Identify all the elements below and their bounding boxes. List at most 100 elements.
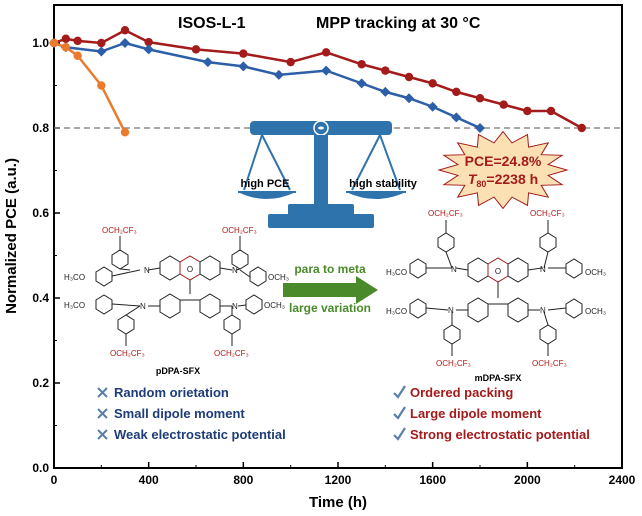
series-1-point [73, 36, 82, 46]
right-n-4: N [540, 306, 546, 315]
list-item-text: Strong electrostatic potential [410, 427, 590, 442]
series-2-point [356, 78, 367, 89]
series-3-point [97, 81, 106, 90]
left-sub-2: OCH₂CF₃ [222, 226, 257, 235]
right-o: O [495, 267, 501, 276]
series-1-point [499, 100, 508, 109]
list-item-text: Large dipole moment [410, 406, 542, 421]
list-item-text: Small dipole moment [114, 406, 245, 421]
chart-title-right: MPP tracking at 30 °C [316, 15, 481, 32]
series-2-point [143, 44, 154, 55]
list-item-text: Random orietation [114, 385, 229, 400]
series-2-point [238, 61, 249, 72]
x-tick-label: 0 [51, 473, 58, 487]
cross-icon [97, 429, 108, 440]
balance-scale-icon [238, 120, 406, 228]
cross-icon [97, 387, 108, 398]
badge-line-pce: PCE=24.8% [465, 153, 542, 169]
right-methoxy-1: H₃CO [386, 268, 407, 277]
left-sub-4: OCH₂CF₃ [214, 349, 249, 358]
series-2-point [475, 123, 485, 133]
right-molecule-name: mDPA-SFX [475, 373, 522, 383]
check-icon [393, 406, 406, 420]
right-sub-4: OCH₂CF₃ [532, 359, 567, 368]
left-sub-3: OCH₂CF₃ [110, 349, 145, 358]
series-1-point [120, 26, 130, 35]
series-1-point [381, 66, 390, 75]
y-tick-label: 1.0 [32, 36, 49, 50]
series-1-point [404, 72, 414, 82]
series-1-point [357, 60, 366, 69]
x-tick-label: 2000 [514, 473, 541, 487]
x-axis-ticks: 0 400 800 1200 1600 2000 2400 [51, 462, 636, 487]
series-2-point [202, 57, 213, 68]
y-tick-label: 0.6 [32, 206, 49, 220]
series-1-point [452, 87, 461, 97]
left-n-2: N [232, 266, 238, 275]
check-icon [393, 427, 406, 441]
series-1-point [61, 34, 71, 43]
right-property-list: Ordered packing Large dipole moment Strong… [393, 385, 590, 442]
series-2-point [380, 86, 391, 97]
arrow-label-bottom: large variation [289, 301, 371, 315]
series-2-point [273, 69, 284, 80]
cross-icon [97, 408, 108, 419]
series-1-point [577, 123, 586, 133]
x-tick-label: 1200 [325, 473, 352, 487]
y-tick-label: 0.4 [32, 291, 49, 305]
series-1-point [239, 49, 248, 58]
y-axis-ticks: 0.0 0.2 0.4 0.6 0.8 1.0 [32, 36, 60, 475]
series-2-point [321, 65, 332, 76]
series-1-point [523, 106, 532, 116]
series-line-3 [53, 41, 127, 133]
series-3-point [49, 38, 59, 48]
right-sub-2: OCH₂CF₃ [530, 209, 565, 218]
para-to-meta-arrow [283, 276, 378, 304]
right-n-1: N [451, 265, 457, 274]
series-1-point [97, 38, 106, 48]
scale-label-left: high PCE [241, 178, 290, 190]
performance-badge-burst [437, 130, 569, 210]
left-methoxy-1: H₃CO [64, 273, 85, 282]
y-axis-label: Normalized PCE (a.u.) [3, 158, 20, 314]
right-n-3: N [448, 306, 454, 315]
x-tick-label: 1600 [419, 473, 446, 487]
left-sub-1: OCH₂CF₃ [102, 226, 137, 235]
series-2-point [120, 38, 130, 48]
badge-line-t80: T80=2238 h [468, 171, 538, 189]
series-layer [49, 26, 586, 137]
series-3-point [73, 51, 82, 60]
y-tick-label: 0.0 [32, 461, 49, 475]
y-tick-label: 0.2 [32, 376, 49, 390]
list-item-text: Weak electrostatic potential [114, 427, 286, 442]
left-molecule-name: pDPA-SFX [156, 366, 200, 376]
left-property-list: Random orietation Small dipole moment Weak… [97, 385, 286, 442]
right-methoxy-3: OCH₃ [585, 268, 606, 277]
y-tick-label: 0.8 [32, 121, 49, 135]
check-icon [393, 385, 406, 399]
left-n-4: N [232, 302, 238, 311]
left-methoxy-2: H₃CO [64, 301, 85, 310]
x-tick-label: 800 [233, 473, 253, 487]
pdpa-sfx-molecule [95, 236, 267, 346]
series-2-point [451, 112, 462, 123]
series-line-2 [53, 41, 481, 130]
mdpa-sfx-molecule [409, 220, 583, 356]
left-o: O [187, 265, 193, 274]
right-methoxy-2: H₃CO [386, 307, 407, 316]
left-n-1: N [144, 266, 150, 275]
chart-title-left: ISOS-L-1 [178, 15, 246, 32]
x-tick-label: 400 [139, 473, 159, 487]
list-item-text: Ordered packing [410, 385, 513, 400]
series-3-point [61, 43, 71, 52]
left-methoxy-3: OCH₃ [268, 273, 289, 282]
right-methoxy-4: OCH₃ [585, 307, 606, 316]
series-2-point [404, 93, 414, 104]
right-sub-3: OCH₂CF₃ [436, 359, 471, 368]
series-1-point [428, 79, 437, 88]
x-tick-label: 2400 [609, 473, 636, 487]
left-methoxy-4: OCH₃ [264, 301, 285, 310]
series-1-point [286, 57, 295, 67]
series-2-point [96, 46, 107, 57]
